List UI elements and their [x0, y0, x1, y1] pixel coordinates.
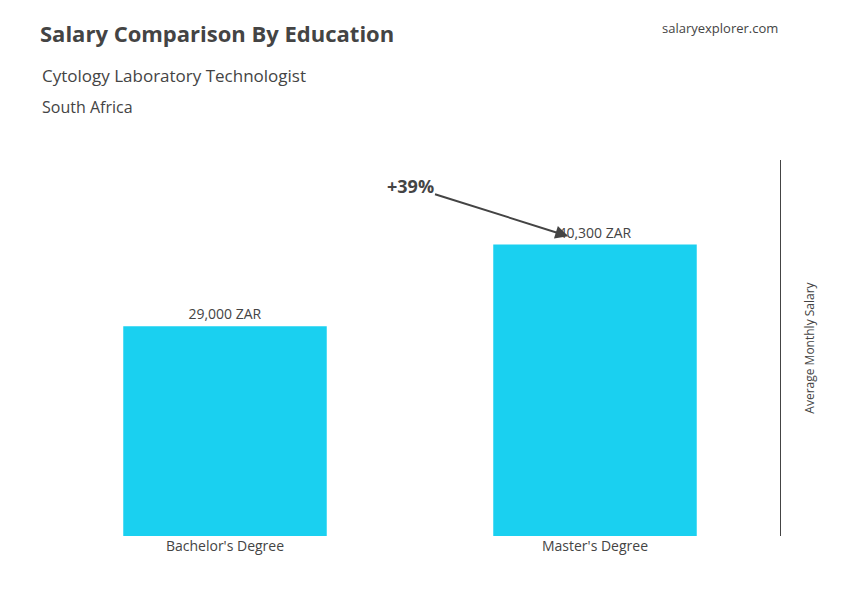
svg-text:Bachelor's Degree: Bachelor's Degree — [166, 536, 284, 555]
svg-text:Cytology Laboratory Technologi: Cytology Laboratory Technologist — [42, 64, 306, 87]
svg-text:Average Monthly Salary: Average Monthly Salary — [801, 281, 818, 413]
svg-text:salaryexplorer.com: salaryexplorer.com — [662, 19, 778, 37]
svg-text:+39%: +39% — [387, 174, 434, 198]
svg-text:Salary Comparison By Education: Salary Comparison By Education — [40, 18, 394, 48]
svg-text:40,300 ZAR: 40,300 ZAR — [558, 223, 631, 242]
svg-text:29,000 ZAR: 29,000 ZAR — [188, 304, 261, 323]
svg-text:South Africa: South Africa — [42, 96, 133, 118]
svg-text:Master's Degree: Master's Degree — [542, 536, 648, 555]
